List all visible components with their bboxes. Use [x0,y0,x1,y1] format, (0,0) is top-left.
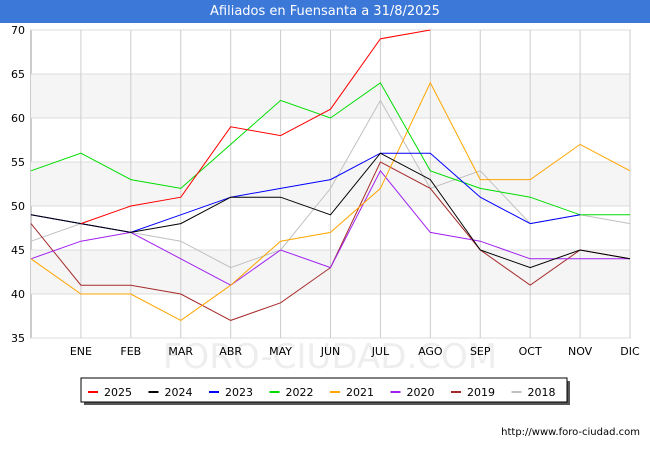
x-tick-label: AGO [418,345,443,358]
legend-label-2020: 2020 [407,386,435,399]
legend-label-2025: 2025 [104,386,132,399]
x-axis-ticks: ENE FEB MAR ABR MAY JUN JUL AGO SEP OCT NOV DIC [70,345,640,358]
x-tick-label: OCT [519,345,542,358]
x-tick-label: DIC [620,345,640,358]
y-tick-label: 55 [11,156,25,169]
x-tick-label: SEP [470,345,491,358]
y-tick-label: 50 [11,200,25,213]
legend-label-2021: 2021 [346,386,374,399]
x-tick-label: ENE [70,345,92,358]
y-axis-ticks: 35 40 45 50 55 60 65 70 [11,24,25,345]
series-lines [30,29,631,321]
y-tick-label: 60 [11,112,25,125]
y-tick-label: 45 [11,244,25,257]
source-url: http://www.foro-ciudad.com [501,427,640,438]
x-tick-label: JUN [320,345,341,358]
x-tick-label: MAY [269,345,292,358]
y-tick-label: 35 [11,332,25,345]
x-tick-label: ABR [219,345,242,358]
y-tick-label: 40 [11,288,25,301]
legend-label-2024: 2024 [165,386,193,399]
x-tick-label: NOV [568,345,593,358]
watermark: FORO-CIUDAD.COM [163,337,497,377]
y-tick-label: 65 [11,68,25,81]
chart-title: Afiliados en Fuensanta a 31/8/2025 [0,0,650,23]
series-line-2021 [30,81,631,321]
legend-label-2023: 2023 [225,386,253,399]
series-line-2024 [30,152,631,269]
series-line-2022 [30,82,630,216]
legend: 2025 2024 2023 2022 2021 2020 2019 2018 [80,377,570,405]
x-tick-label: FEB [120,345,141,358]
series-line-2025 [80,29,431,225]
x-tick-label: MAR [168,345,193,358]
y-tick-label: 70 [11,24,25,37]
legend-box [80,377,568,403]
legend-label-2022: 2022 [286,386,314,399]
legend-label-2018: 2018 [528,386,556,399]
x-tick-label: JUL [371,345,390,358]
legend-label-2019: 2019 [467,386,495,399]
